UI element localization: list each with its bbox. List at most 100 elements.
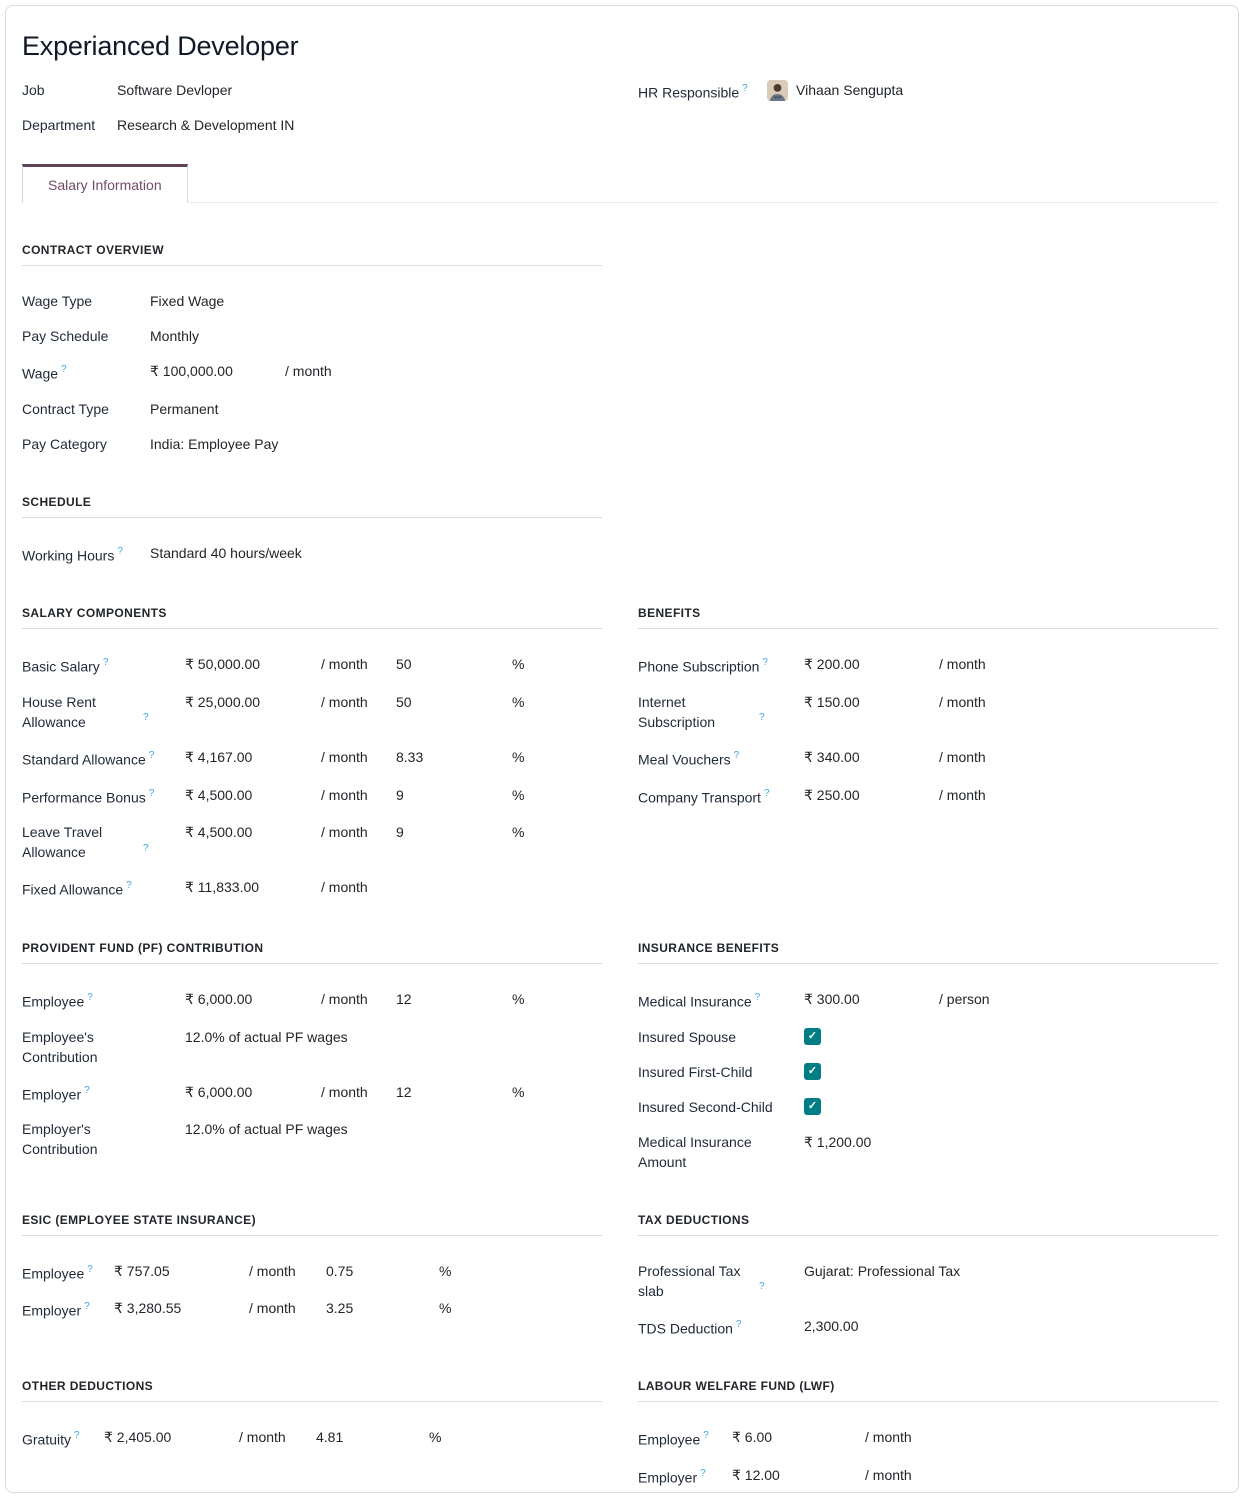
pay-schedule-value[interactable]: Monthly	[150, 328, 200, 344]
unit-label: / month	[321, 693, 368, 710]
performance-bonus-amount[interactable]: ₹ 4,500.00	[185, 786, 253, 803]
section-rule	[22, 516, 602, 518]
field-pf-employee: Employee? ₹ 6,000.00 / month 12 %	[22, 989, 602, 1012]
help-icon[interactable]: ?	[733, 749, 740, 761]
field-working-hours: Working Hours? Standard 40 hours/week	[22, 543, 602, 566]
unit-label: / month	[321, 748, 368, 765]
unit-label: / month	[321, 990, 368, 1007]
help-icon[interactable]: ?	[735, 1318, 742, 1330]
phone-subscription-label: Phone Subscription?	[638, 657, 768, 675]
help-icon[interactable]: ?	[700, 1467, 706, 1479]
field-esic-employer: Employer? ₹ 3,280.55 / month 3.25 %	[22, 1298, 602, 1321]
help-icon[interactable]: ?	[759, 712, 765, 724]
medical-insurance-amount[interactable]: ₹ 300.00	[804, 990, 860, 1007]
unit-label: / month	[321, 786, 368, 803]
section-title: SCHEDULE	[22, 494, 92, 509]
lwf-employee-amount[interactable]: ₹ 6.00	[732, 1429, 773, 1446]
contract-type-label: Contract Type	[22, 400, 109, 417]
hr-responsible-label: HR Responsible?	[638, 83, 748, 101]
help-icon[interactable]: ?	[126, 880, 132, 892]
help-icon[interactable]: ?	[74, 1430, 80, 1442]
field-internet-subscription: Internet Subscription? ₹ 150.00 / month	[638, 692, 1218, 732]
internet-subscription-amount[interactable]: ₹ 150.00	[804, 693, 860, 710]
gratuity-amount[interactable]: ₹ 2,405.00	[104, 1429, 172, 1446]
gratuity-percent[interactable]: 4.81	[316, 1429, 344, 1446]
help-icon[interactable]: ?	[143, 712, 149, 724]
tab-salary-information[interactable]: Salary Information	[22, 164, 188, 203]
wage-type-value[interactable]: Fixed Wage	[150, 293, 225, 309]
medical-insurance-label: Medical Insurance?	[638, 991, 761, 1010]
standard-allowance-percent[interactable]: 8.33	[396, 748, 424, 765]
pay-category-value[interactable]: India: Employee Pay	[150, 435, 279, 452]
basic-salary-percent[interactable]: 50	[396, 656, 412, 673]
pf-employee-label: Employee?	[22, 991, 93, 1010]
field-lwf-employer: Employer? ₹ 12.00 / month	[638, 1465, 1218, 1488]
help-icon[interactable]: ?	[703, 1430, 709, 1442]
section-other-deductions: OTHER DEDUCTIONS Gratuity? ₹ 2,405.00 / …	[22, 1379, 602, 1465]
help-icon[interactable]: ?	[84, 1301, 90, 1313]
help-icon[interactable]: ?	[87, 1263, 93, 1275]
help-icon[interactable]: ?	[87, 991, 93, 1003]
help-icon[interactable]: ?	[117, 545, 123, 557]
section-esic: ESIC (EMPLOYEE STATE INSURANCE) Employee…	[22, 1213, 602, 1336]
help-icon[interactable]: ?	[762, 657, 768, 669]
house-rent-allowance-amount[interactable]: ₹ 25,000.00	[185, 693, 261, 710]
pf-employee-amount[interactable]: ₹ 6,000.00	[185, 990, 253, 1007]
percent-sign: %	[512, 990, 525, 1007]
insured-first-child-checkbox[interactable]: ✓	[804, 1062, 821, 1080]
leave-travel-allowance-amount[interactable]: ₹ 4,500.00	[185, 824, 253, 841]
section-tax-deductions: TAX DEDUCTIONS Professional Tax slab? Gu…	[638, 1213, 1218, 1354]
tds-deduction-value[interactable]: 2,300.00	[804, 1317, 859, 1334]
pf-employee-percent[interactable]: 12	[396, 990, 412, 1007]
working-hours-value[interactable]: Standard 40 hours/week	[150, 544, 302, 561]
meal-vouchers-amount[interactable]: ₹ 340.00	[804, 748, 860, 765]
medical-insurance-amount-value[interactable]: ₹ 1,200.00	[804, 1133, 872, 1150]
esic-employer-percent[interactable]: 3.25	[326, 1300, 354, 1317]
help-icon[interactable]: ?	[148, 749, 155, 761]
help-icon[interactable]: ?	[763, 787, 770, 799]
esic-employer-amount[interactable]: ₹ 3,280.55	[114, 1300, 182, 1317]
insured-second-child-checkbox[interactable]: ✓	[804, 1097, 821, 1115]
notebook-tabbar: Salary Information	[22, 164, 1218, 203]
job-value[interactable]: Software Devloper	[117, 82, 233, 98]
house-rent-allowance-label: House Rent Allowance?	[22, 693, 149, 730]
pf-employer-amount[interactable]: ₹ 6,000.00	[185, 1083, 253, 1100]
field-lwf-employee: Employee? ₹ 6.00 / month	[638, 1427, 1218, 1450]
esic-employee-percent[interactable]: 0.75	[326, 1262, 354, 1279]
insured-spouse-checkbox[interactable]: ✓	[804, 1027, 821, 1045]
fixed-allowance-amount[interactable]: ₹ 11,833.00	[185, 879, 260, 896]
section-rule	[22, 1401, 602, 1403]
insured-spouse-label: Insured Spouse	[638, 1028, 737, 1045]
esic-employee-amount[interactable]: ₹ 757.05	[114, 1262, 170, 1279]
unit-label: / month	[939, 786, 986, 803]
wage-unit: / month	[285, 363, 332, 379]
percent-sign: %	[439, 1300, 452, 1317]
internet-subscription-label: Internet Subscription?	[638, 693, 765, 730]
hr-responsible-value[interactable]: Vihaan Sengupta	[796, 82, 904, 98]
help-icon[interactable]: ?	[742, 83, 748, 94]
field-phone-subscription: Phone Subscription? ₹ 200.00 / month	[638, 654, 1218, 677]
department-value[interactable]: Research & Development IN	[117, 117, 295, 133]
help-icon[interactable]: ?	[84, 1084, 90, 1096]
help-icon[interactable]: ?	[148, 787, 155, 799]
contract-type-value[interactable]: Permanent	[150, 400, 219, 417]
wage-amount[interactable]: ₹ 100,000.00	[150, 363, 233, 379]
phone-subscription-amount[interactable]: ₹ 200.00	[804, 656, 860, 673]
field-contract-type: Contract Type Permanent	[22, 399, 602, 419]
field-hr-responsible: HR Responsible? Vihaan Sengupta	[638, 80, 1218, 103]
basic-salary-amount[interactable]: ₹ 50,000.00	[185, 656, 261, 673]
house-rent-allowance-percent[interactable]: 50	[396, 693, 412, 710]
standard-allowance-amount[interactable]: ₹ 4,167.00	[185, 748, 253, 765]
company-transport-amount[interactable]: ₹ 250.00	[804, 786, 860, 803]
percent-sign: %	[512, 748, 525, 765]
leave-travel-allowance-percent[interactable]: 9	[396, 824, 404, 841]
professional-tax-slab-value[interactable]: Gujarat: Professional Tax	[804, 1262, 961, 1279]
help-icon[interactable]: ?	[102, 657, 109, 669]
help-icon[interactable]: ?	[143, 842, 149, 854]
pf-employer-percent[interactable]: 12	[396, 1083, 412, 1100]
lwf-employer-amount[interactable]: ₹ 12.00	[732, 1466, 780, 1483]
help-icon[interactable]: ?	[759, 1280, 765, 1292]
help-icon[interactable]: ?	[754, 991, 761, 1003]
help-icon[interactable]: ?	[61, 364, 67, 375]
performance-bonus-percent[interactable]: 9	[396, 786, 404, 803]
